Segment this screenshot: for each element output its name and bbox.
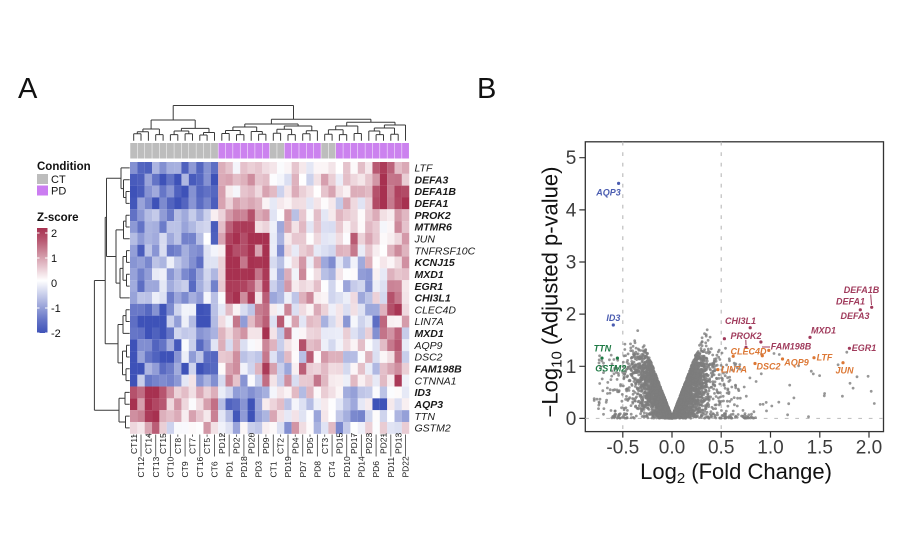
svg-text:CT16: CT16 [195,456,205,477]
svg-text:DEFA1: DEFA1 [415,198,449,210]
svg-text:MXD1: MXD1 [415,328,444,340]
svg-text:CT1: CT1 [268,461,278,477]
svg-text:0: 0 [566,409,577,430]
svg-text:PD13: PD13 [393,432,403,454]
svg-text:DEFA1B: DEFA1B [415,186,457,198]
svg-text:CT: CT [51,174,66,186]
svg-text:CHI3L1: CHI3L1 [415,293,451,305]
svg-text:0.0: 0.0 [659,438,685,459]
svg-text:CT12: CT12 [136,456,146,477]
svg-text:AQP9: AQP9 [414,340,443,352]
svg-text:CT14: CT14 [144,433,154,454]
svg-text:PD11: PD11 [386,457,396,478]
svg-text:-0.5: -0.5 [606,438,639,459]
svg-text:CT2: CT2 [276,438,286,454]
svg-text:2.0: 2.0 [856,438,882,459]
svg-text:PD8: PD8 [313,461,323,478]
svg-text:5: 5 [566,148,577,169]
svg-text:1: 1 [51,253,57,265]
svg-text:PD: PD [51,186,66,198]
svg-text:CT10: CT10 [166,456,176,477]
svg-text:CT7: CT7 [188,438,198,454]
svg-text:A: A [18,73,38,105]
svg-text:PD14: PD14 [357,456,367,478]
svg-text:CLEC4D: CLEC4D [415,304,457,316]
svg-text:1.0: 1.0 [757,438,783,459]
svg-text:JUN: JUN [414,234,436,246]
svg-text:PD4: PD4 [290,437,300,454]
svg-text:PD21: PD21 [379,432,389,454]
svg-text:LIN7A: LIN7A [415,316,444,328]
svg-text:4: 4 [566,200,577,221]
svg-text:PD6: PD6 [371,461,381,478]
svg-text:GSTM2: GSTM2 [415,423,451,435]
svg-text:-1: -1 [51,303,61,315]
svg-text:PD22: PD22 [401,456,411,478]
svg-text:FAM198B: FAM198B [415,364,463,376]
svg-text:PD23: PD23 [364,432,374,454]
svg-text:EGR1: EGR1 [415,281,444,293]
svg-text:CT6: CT6 [210,461,220,477]
svg-text:TTN: TTN [415,411,436,423]
svg-text:PD2: PD2 [232,437,242,454]
svg-text:PD5: PD5 [305,437,315,454]
svg-text:PD15: PD15 [335,432,345,454]
svg-text:Z-score: Z-score [37,212,79,224]
svg-text:2: 2 [51,228,57,240]
svg-text:Condition: Condition [37,161,91,173]
svg-text:1.5: 1.5 [807,438,833,459]
svg-text:CT15: CT15 [158,433,168,454]
svg-text:1: 1 [566,357,577,378]
svg-text:MXD1: MXD1 [415,269,444,281]
svg-text:DSC2: DSC2 [415,352,443,364]
svg-text:PD12: PD12 [217,432,227,454]
svg-text:CT4: CT4 [327,461,337,477]
svg-text:PD9: PD9 [261,437,271,454]
svg-text:TNFRSF10C: TNFRSF10C [415,245,476,257]
svg-text:0: 0 [51,278,57,290]
svg-text:DEFA3: DEFA3 [415,174,449,186]
svg-text:B: B [477,73,496,105]
svg-text:0.5: 0.5 [708,438,734,459]
svg-text:2: 2 [566,305,577,326]
svg-text:MTMR6: MTMR6 [415,222,452,234]
svg-text:PD17: PD17 [349,432,359,454]
svg-text:PD10: PD10 [342,456,352,478]
svg-text:KCNJ15: KCNJ15 [415,257,455,269]
svg-text:3: 3 [566,253,577,274]
svg-text:PD18: PD18 [239,456,249,478]
svg-text:PD19: PD19 [283,456,293,478]
svg-text:-2: -2 [51,328,61,340]
svg-text:ID3: ID3 [415,387,432,399]
svg-text:PD20: PD20 [246,432,256,454]
svg-text:CT8: CT8 [173,438,183,454]
svg-text:−Log10 (Adjusted p-value): −Log10 (Adjusted p-value) [538,167,566,418]
svg-text:AQP3: AQP3 [414,399,444,411]
svg-text:CT9: CT9 [180,461,190,477]
svg-text:CTNNA1: CTNNA1 [415,375,457,387]
svg-text:CT3: CT3 [320,438,330,454]
svg-text:CT13: CT13 [151,456,161,477]
svg-text:CT11: CT11 [129,434,139,454]
svg-text:PD1: PD1 [224,461,234,478]
svg-text:Log2 (Fold Change): Log2 (Fold Change) [640,459,832,487]
svg-text:CT5: CT5 [202,438,212,454]
svg-text:PROK2: PROK2 [415,210,451,222]
svg-text:PD3: PD3 [254,461,264,478]
svg-text:LTF: LTF [415,163,433,175]
svg-text:PD7: PD7 [298,461,308,478]
